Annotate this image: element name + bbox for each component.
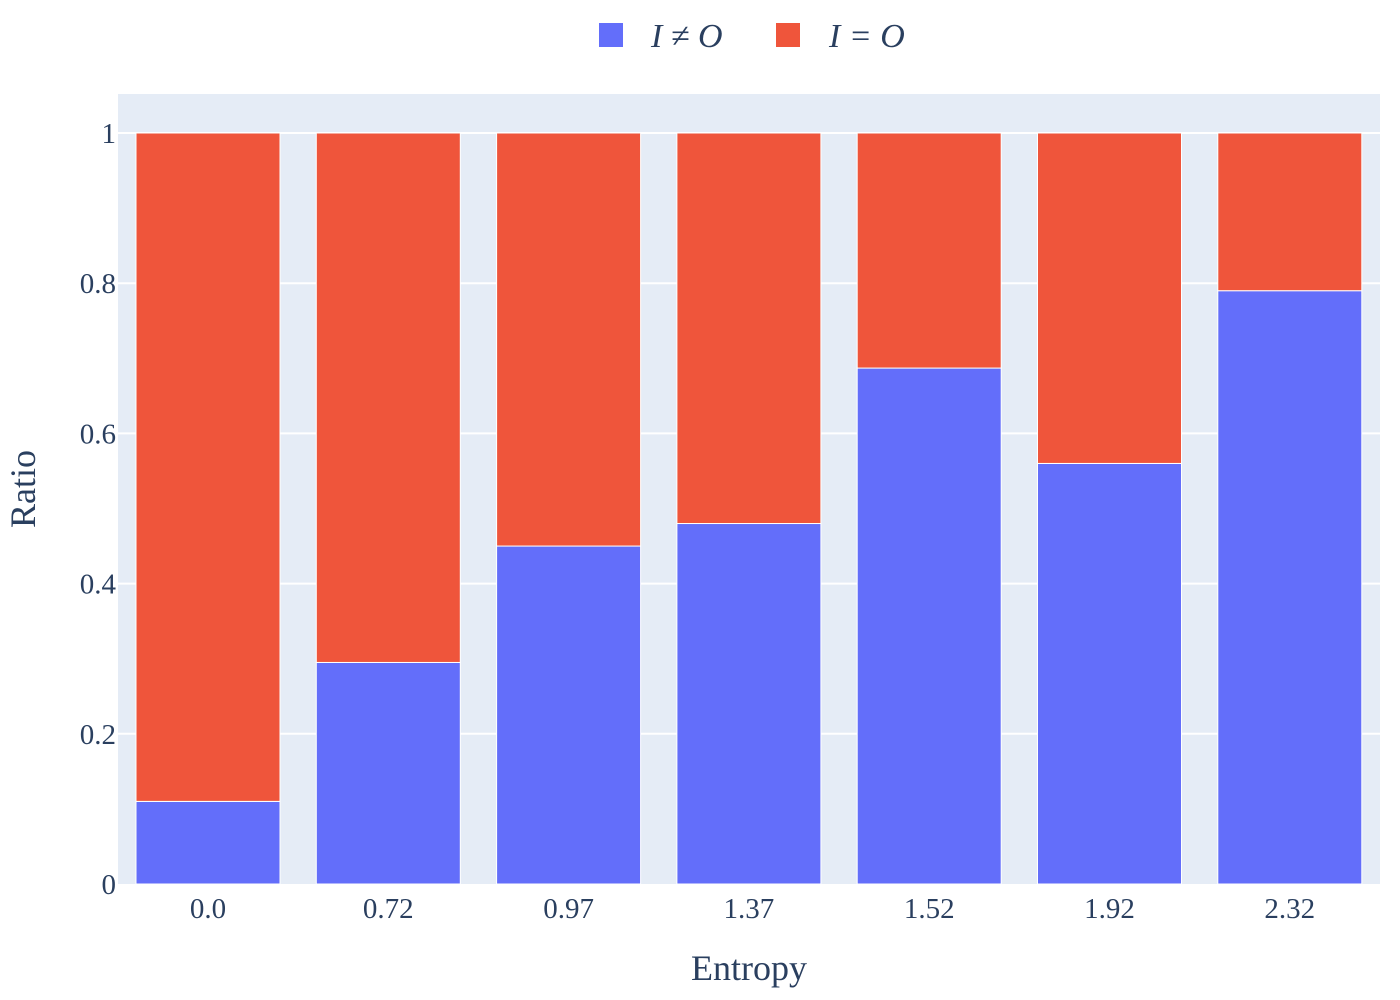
- bar-series-2-1.92: [1037, 132, 1182, 464]
- x-tick-label: 0.0: [190, 893, 226, 925]
- bar-series-1-0.97: [496, 545, 642, 885]
- bar-series-2-0.0: [135, 132, 281, 802]
- legend-swatch-series-2: [776, 23, 800, 47]
- y-tick-label: 1: [102, 118, 117, 150]
- bar-series-2-2.32: [1217, 132, 1363, 292]
- x-tick-label: 2.32: [1264, 893, 1315, 925]
- bar-series-2-1.37: [676, 132, 822, 525]
- x-tick-label: 0.72: [363, 893, 414, 925]
- bar-series-1-0.72: [315, 661, 461, 885]
- y-tick-label: 0.4: [80, 569, 117, 601]
- bar-series-1-1.52: [856, 367, 1002, 885]
- bars: [135, 132, 1363, 885]
- legend-label-series-1: I ≠ O: [650, 18, 723, 55]
- y-tick-label: 0.6: [80, 418, 116, 450]
- legend-swatch-series-1: [599, 23, 623, 47]
- y-tick-label: 0: [102, 869, 117, 901]
- legend-label-series-2: I = O: [828, 18, 905, 55]
- bar-series-2-0.97: [496, 132, 642, 547]
- x-tick-label: 1.92: [1084, 893, 1135, 925]
- x-axis-ticks: 0.0 0.72 0.97 1.37 1.52 1.92 2.32: [190, 893, 1315, 925]
- bar-series-2-1.52: [856, 132, 1002, 369]
- y-tick-label: 0.2: [80, 719, 116, 751]
- bar-series-1-0.0: [135, 800, 281, 885]
- x-tick-label: 0.97: [543, 893, 594, 925]
- y-axis-title: Ratio: [3, 450, 43, 528]
- bar-series-1-1.92: [1037, 462, 1182, 885]
- bar-series-1-1.37: [676, 523, 822, 885]
- bar-series-1-2.32: [1217, 290, 1363, 885]
- x-tick-label: 1.37: [724, 893, 775, 925]
- y-axis-ticks: 0 0.2 0.4 0.6 0.8 1: [80, 118, 117, 901]
- bar-series-2-0.72: [315, 132, 461, 663]
- y-tick-label: 0.8: [80, 268, 116, 300]
- x-axis-title: Entropy: [691, 948, 807, 988]
- x-tick-label: 1.52: [904, 893, 955, 925]
- legend: I ≠ O I = O: [599, 18, 905, 55]
